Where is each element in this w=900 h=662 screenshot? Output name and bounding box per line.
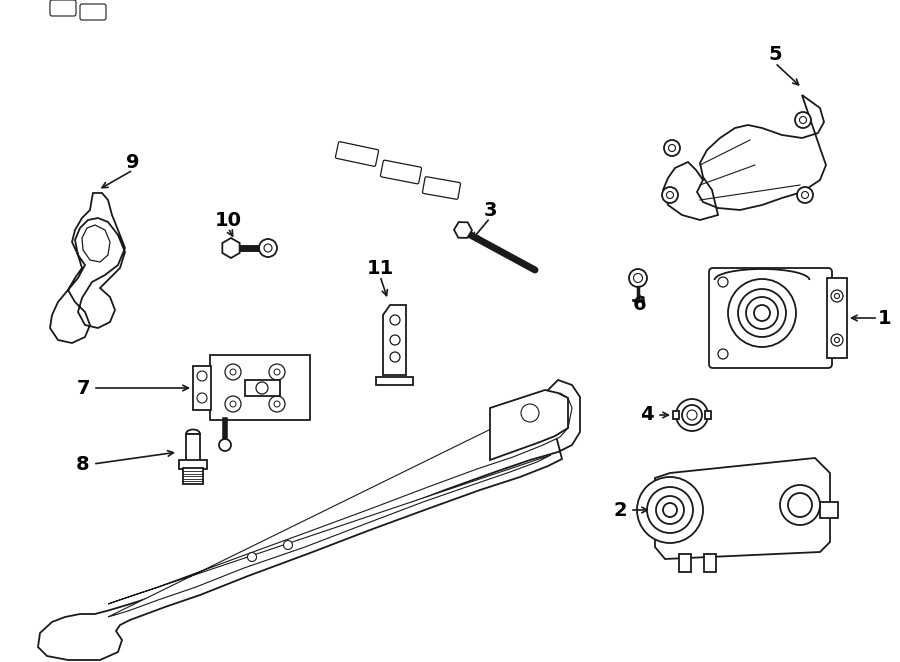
Circle shape [197, 393, 207, 403]
Circle shape [225, 396, 241, 412]
Circle shape [834, 338, 840, 342]
Circle shape [799, 117, 806, 124]
Text: 9: 9 [126, 152, 140, 171]
FancyBboxPatch shape [336, 142, 379, 166]
Circle shape [264, 244, 272, 252]
Bar [245, 380, 280, 396]
Circle shape [197, 371, 207, 381]
Circle shape [802, 191, 808, 199]
Polygon shape [454, 222, 472, 238]
Bar [193, 366, 211, 410]
Circle shape [754, 305, 770, 321]
Circle shape [390, 335, 400, 345]
Polygon shape [383, 305, 406, 375]
Circle shape [718, 349, 728, 359]
Text: 6: 6 [634, 295, 647, 314]
Bar [210, 355, 310, 420]
Circle shape [390, 315, 400, 325]
Bar [820, 502, 838, 518]
Polygon shape [663, 95, 826, 220]
Circle shape [728, 279, 796, 347]
FancyBboxPatch shape [709, 268, 832, 368]
FancyBboxPatch shape [80, 4, 106, 20]
Circle shape [662, 187, 678, 203]
FancyBboxPatch shape [50, 0, 76, 16]
Text: 2: 2 [613, 500, 626, 520]
Circle shape [687, 410, 697, 420]
Circle shape [274, 369, 280, 375]
Circle shape [667, 191, 673, 199]
Text: 3: 3 [483, 201, 497, 220]
Circle shape [256, 382, 268, 394]
Circle shape [676, 399, 708, 431]
Polygon shape [222, 238, 239, 258]
Polygon shape [38, 380, 580, 660]
Text: 11: 11 [366, 258, 393, 277]
Circle shape [269, 396, 285, 412]
Bar [186, 434, 200, 462]
Circle shape [834, 293, 840, 299]
Circle shape [682, 405, 702, 425]
Bar [179, 460, 207, 469]
Circle shape [669, 144, 676, 152]
Circle shape [248, 553, 256, 561]
Circle shape [521, 404, 539, 422]
Text: 7: 7 [76, 379, 90, 397]
Circle shape [637, 477, 703, 543]
Circle shape [831, 334, 843, 346]
Circle shape [634, 273, 643, 283]
Polygon shape [108, 393, 572, 617]
Circle shape [831, 290, 843, 302]
Text: 8: 8 [76, 455, 90, 473]
Circle shape [274, 401, 280, 407]
Circle shape [230, 369, 236, 375]
Circle shape [738, 289, 786, 337]
Circle shape [269, 364, 285, 380]
Text: 4: 4 [640, 406, 653, 424]
Circle shape [656, 496, 684, 524]
Bar [827, 278, 847, 358]
Circle shape [664, 140, 680, 156]
Circle shape [219, 439, 231, 451]
Circle shape [629, 269, 647, 287]
FancyBboxPatch shape [422, 177, 461, 199]
Text: 1: 1 [878, 308, 892, 328]
Bar [705, 411, 711, 419]
Circle shape [797, 187, 813, 203]
Polygon shape [82, 225, 110, 262]
Circle shape [746, 297, 778, 329]
Text: 10: 10 [214, 211, 241, 230]
Circle shape [663, 503, 677, 517]
Circle shape [225, 364, 241, 380]
Circle shape [780, 485, 820, 525]
Text: 5: 5 [769, 46, 782, 64]
Polygon shape [490, 390, 568, 460]
Circle shape [284, 540, 292, 549]
Circle shape [390, 352, 400, 362]
Polygon shape [376, 377, 413, 385]
Polygon shape [655, 458, 830, 559]
Circle shape [230, 401, 236, 407]
Circle shape [795, 112, 811, 128]
Circle shape [788, 493, 812, 517]
FancyBboxPatch shape [381, 160, 421, 184]
Bar [673, 411, 679, 419]
Circle shape [718, 277, 728, 287]
Circle shape [259, 239, 277, 257]
Bar [679, 554, 691, 572]
Circle shape [647, 487, 693, 533]
Bar [704, 554, 716, 572]
Bar [183, 468, 203, 484]
Polygon shape [50, 193, 125, 343]
